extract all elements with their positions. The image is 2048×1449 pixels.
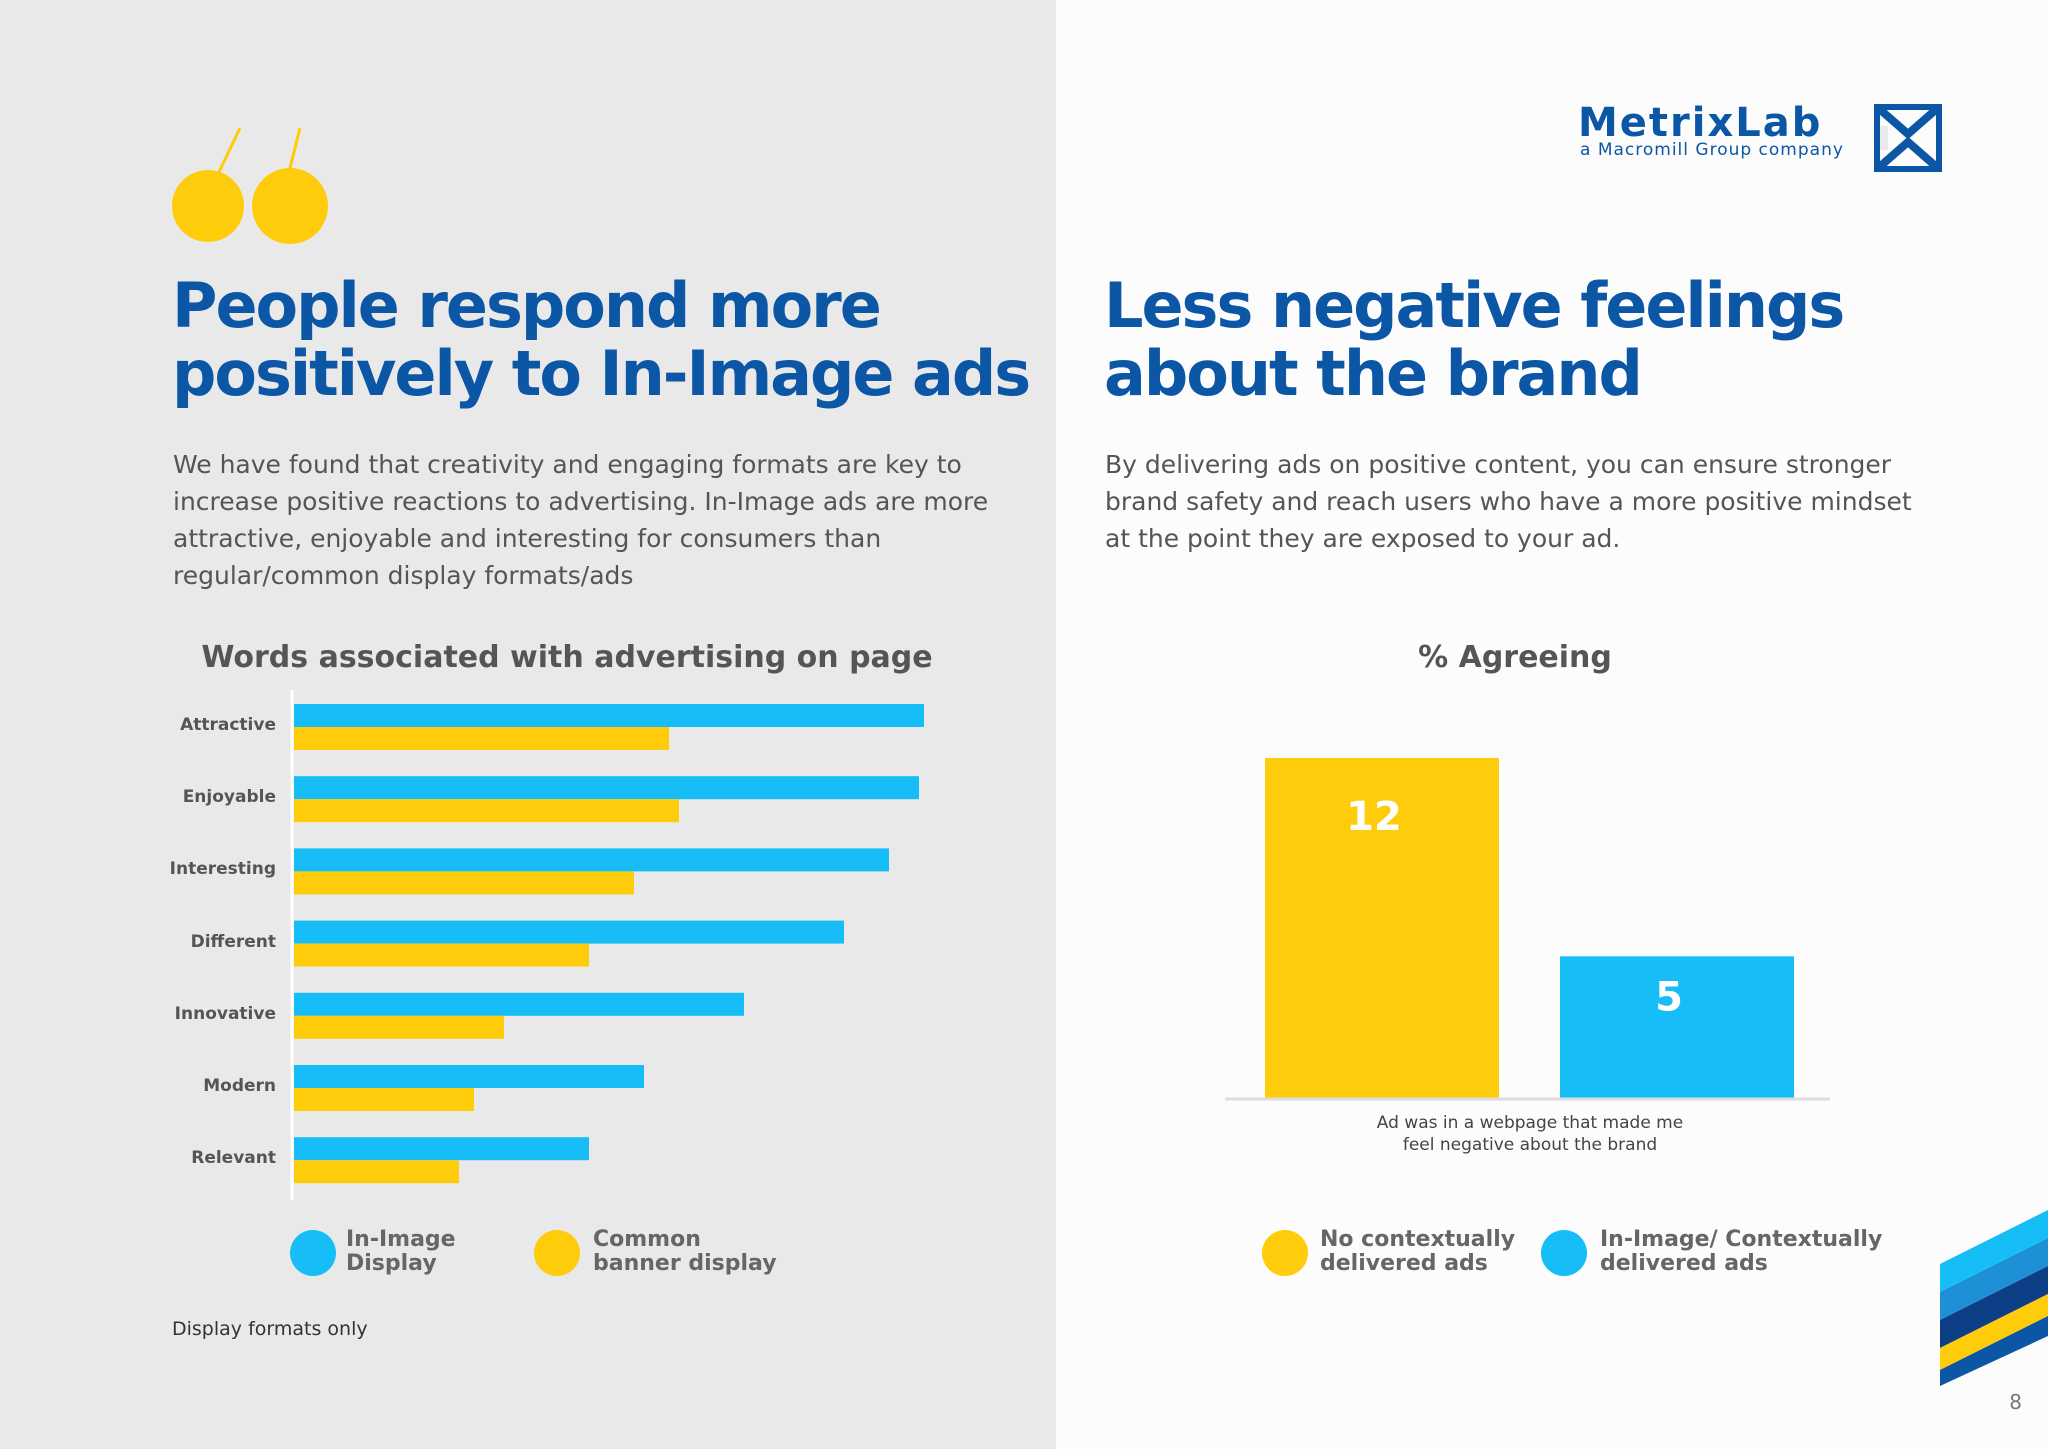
- bar-chart-title: Words associated with advertising on pag…: [201, 640, 933, 675]
- right-headline: Less negative feelings about the brand: [1104, 269, 1845, 410]
- corner-stripes-decoration: [1940, 1210, 2048, 1386]
- category-label-different: Different: [190, 931, 276, 952]
- bar-relevant-in-image: [294, 1137, 589, 1161]
- category-label-modern: Modern: [203, 1076, 276, 1096]
- bar-chart-category-labels: Attractive Enjoyable Interesting Different I…: [0, 0, 276, 1449]
- value-label-no-contextual: 12: [1346, 794, 1402, 840]
- bar-relevant-common: [294, 1160, 459, 1184]
- bar-contextual: [1560, 956, 1794, 1098]
- left-headline: People respond more positively to In-Ima…: [172, 269, 1031, 410]
- bar-interesting-common: [294, 871, 634, 895]
- right-panel: [1056, 0, 2048, 1449]
- left-headline-line1: People respond more: [172, 269, 882, 342]
- agree-chart-title: % Agreeing: [1418, 640, 1612, 675]
- category-label-attractive: Attractive: [180, 715, 276, 735]
- legend-in-image-dot: [290, 1230, 336, 1276]
- legend-no-contextual-label: No contextually delivered ads: [1320, 1227, 1516, 1276]
- legend-in-image-label: In-Image Display: [346, 1227, 456, 1276]
- legend-common-label: Common banner display: [593, 1227, 777, 1276]
- bar-innovative-in-image: [294, 992, 744, 1016]
- legend-common-dot: [534, 1230, 580, 1276]
- category-label-relevant: Relevant: [191, 1148, 276, 1169]
- bar-attractive-in-image: [294, 704, 924, 727]
- bar-attractive-common: [294, 727, 669, 750]
- agree-chart-category-label: Ad was in a webpage that made me feel neg…: [1376, 1113, 1684, 1155]
- page-number: 8: [2009, 1390, 2022, 1414]
- agree-chart: 12 5: [1225, 758, 1830, 1101]
- logo-subtitle: a Macromill Group company: [1580, 140, 1844, 160]
- right-headline-line2: about the brand: [1104, 337, 1643, 410]
- left-body-text: We have found that creativity and engagi…: [173, 450, 989, 590]
- bar-modern-in-image: [294, 1065, 644, 1088]
- left-headline-line2: positively to In-Image ads: [172, 337, 1031, 410]
- bar-interesting-in-image: [294, 848, 889, 872]
- bar-different-in-image: [294, 920, 844, 944]
- right-headline-line1: Less negative feelings: [1104, 269, 1845, 342]
- legend-contextual-dot: [1541, 1230, 1587, 1276]
- bar-modern-common: [294, 1088, 474, 1111]
- bar-chart: [290, 690, 924, 1200]
- legend-contextual-label: In-Image/ Contextually delivered ads: [1600, 1227, 1883, 1276]
- category-label-enjoyable: Enjoyable: [182, 787, 276, 808]
- bar-different-common: [294, 943, 589, 967]
- value-label-contextual: 5: [1655, 974, 1683, 1020]
- bar-no-contextual: [1265, 758, 1499, 1098]
- footnote: Display formats only: [172, 1318, 368, 1340]
- bar-enjoyable-common: [294, 799, 679, 823]
- category-label-interesting: Interesting: [169, 859, 276, 880]
- right-body-text: By delivering ads on positive content, y…: [1105, 450, 1912, 553]
- category-label-innovative: Innovative: [174, 1003, 276, 1024]
- bar-enjoyable-in-image: [294, 776, 919, 800]
- logo-name: MetrixLab: [1578, 100, 1823, 146]
- logo-mark-icon: [1874, 104, 1942, 172]
- quote-icon: [172, 128, 328, 244]
- bar-innovative-common: [294, 1015, 504, 1039]
- legend-no-contextual-dot: [1262, 1230, 1308, 1276]
